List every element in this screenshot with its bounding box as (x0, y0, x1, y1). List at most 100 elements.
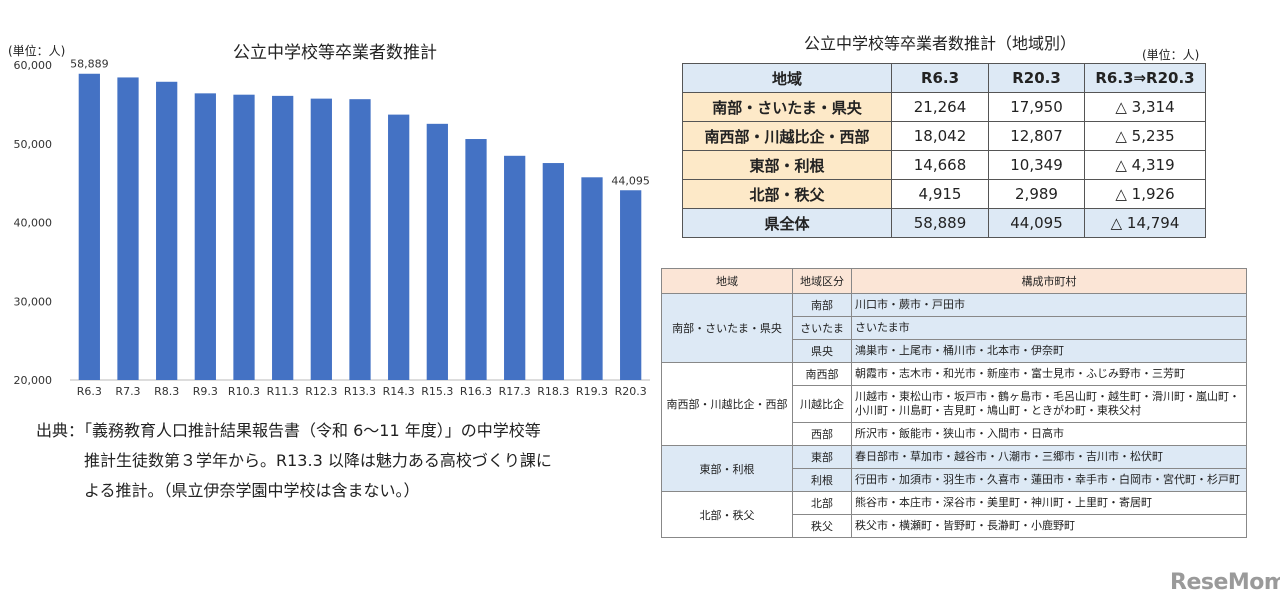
summary-header-r20: R20.3 (988, 63, 1085, 93)
bar (504, 155, 526, 380)
x-tick-label: R19.3 (576, 385, 608, 398)
bar (310, 98, 332, 380)
muni-area: 南部・さいたま・県央 (661, 293, 793, 363)
x-tick-label: R15.3 (421, 385, 453, 398)
summary-change: △ 5,235 (1084, 121, 1206, 151)
chart-title: 公立中学校等卒業者数推計 (233, 43, 437, 63)
muni-area: 南西部・川越比企・西部 (661, 362, 793, 446)
muni-header-sub: 地域区分 (792, 268, 852, 294)
muni-sub: 東部 (792, 445, 852, 469)
muni-row: 秩父 秩父市・横瀬町・皆野町・長瀞町・小鹿野町 (662, 514, 1247, 538)
resemom-logo: ReseMom (1170, 570, 1280, 595)
summary-table: 地域 R6.3 R20.3 R6.3⇒R20.3 南部・さいたま・県央 21,2… (682, 63, 1206, 238)
source-note-line-2: 推計生徒数第３学年から。R13.3 以降は魅力ある高校づくり課に (84, 451, 552, 470)
muni-sub: 川越比企 (792, 385, 852, 423)
muni-row: さいたま さいたま市 (662, 316, 1247, 340)
muni-cities: 朝霞市・志木市・和光市・新座市・富士見市・ふじみ野市・三芳町 (851, 362, 1247, 386)
x-tick-label: R10.3 (228, 385, 260, 398)
muni-cities: さいたま市 (851, 316, 1247, 340)
x-tick-label: R8.3 (154, 385, 179, 398)
summary-r20: 17,950 (988, 92, 1085, 122)
muni-sub: 秩父 (792, 514, 852, 538)
x-tick-label: R18.3 (537, 385, 569, 398)
muni-area: 北部・秩父 (661, 491, 793, 538)
bar (156, 81, 178, 381)
summary-row: 北部・秩父 4,915 2,989 △ 1,926 (682, 179, 1206, 209)
muni-row: 東部・利根 東部 春日部市・草加市・越谷市・八潮市・三郷市・吉川市・松伏町 (661, 445, 1247, 492)
muni-sub: 南部 (792, 293, 852, 317)
bar (426, 123, 448, 381)
x-tick-label: R14.3 (383, 385, 415, 398)
muni-cities: 所沢市・飯能市・狭山市・入間市・日高市 (851, 422, 1247, 446)
muni-header-cities: 構成市町村 (851, 268, 1247, 294)
x-tick-label: R17.3 (499, 385, 531, 398)
summary-r6: 58,889 (891, 208, 989, 238)
source-note: 出典：「義務教育人口推計結果報告書（令和 6〜11 年度）」の中学校等 推計生徒… (36, 416, 626, 506)
summary-r20: 2,989 (988, 179, 1085, 209)
bar (542, 163, 564, 380)
summary-region: 北部・秩父 (682, 179, 892, 209)
x-tick-label: R16.3 (460, 385, 492, 398)
bar (620, 190, 642, 380)
x-tick-label: R13.3 (344, 385, 376, 398)
bar (194, 93, 216, 380)
y-tick-label: 60,000 (14, 59, 53, 72)
summary-r6: 21,264 (891, 92, 989, 122)
summary-row: 南部・さいたま・県央 21,264 17,950 △ 3,314 (682, 92, 1206, 122)
muni-cities: 秩父市・横瀬町・皆野町・長瀞町・小鹿野町 (851, 514, 1247, 538)
x-tick-label: R6.3 (77, 385, 102, 398)
y-tick-label: 50,000 (14, 138, 53, 151)
summary-r6: 14,668 (891, 150, 989, 180)
muni-cities: 行田市・加須市・羽生市・久喜市・蓮田市・幸手市・白岡市・宮代町・杉戸町 (851, 468, 1247, 492)
summary-row: 東部・利根 14,668 10,349 △ 4,319 (682, 150, 1206, 180)
source-note-line-3: よる推計。（県立伊奈学園中学校は含まない。） (84, 481, 420, 500)
summary-region: 南西部・川越比企・西部 (682, 121, 892, 151)
y-tick-label: 30,000 (14, 295, 53, 308)
muni-cities: 鴻巣市・上尾市・桶川市・北本市・伊奈町 (851, 339, 1247, 363)
summary-row: 南西部・川越比企・西部 18,042 12,807 △ 5,235 (682, 121, 1206, 151)
muni-sub: 西部 (792, 422, 852, 446)
summary-header-r6: R6.3 (891, 63, 989, 93)
y-tick-label: 40,000 (14, 217, 53, 230)
summary-change: △ 1,926 (1084, 179, 1206, 209)
muni-cities: 川越市・東松山市・坂戸市・鶴ヶ島市・毛呂山町・越生町・滑川町・嵐山町・小川町・川… (851, 385, 1247, 423)
summary-r20: 12,807 (988, 121, 1085, 151)
muni-cities: 春日部市・草加市・越谷市・八潮市・三郷市・吉川市・松伏町 (851, 445, 1247, 469)
summary-region: 県全体 (682, 208, 892, 238)
bar (349, 99, 371, 381)
summary-header-row: 地域 R6.3 R20.3 R6.3⇒R20.3 (682, 63, 1206, 93)
muni-sub: 県央 (792, 339, 852, 363)
summary-region: 東部・利根 (682, 150, 892, 180)
municipality-table: 地域 地域区分 構成市町村 南部・さいたま・県央 南部 川口市・蕨市・戸田市 さ… (661, 268, 1247, 538)
summary-change: △ 14,794 (1084, 208, 1206, 238)
muni-row: 北部・秩父 北部 熊谷市・本庄市・深谷市・美里町・神川町・上里町・寄居町 (661, 491, 1247, 538)
muni-header-row: 地域 地域区分 構成市町村 (661, 268, 1247, 294)
summary-header-region: 地域 (682, 63, 892, 93)
bar (388, 114, 410, 381)
muni-row: 利根 行田市・加須市・羽生市・久喜市・蓮田市・幸手市・白岡市・宮代町・杉戸町 (662, 468, 1247, 492)
bar-chart: 20,000 30,000 40,000 50,000 60,000 R6.3 R7.3 R8… (14, 58, 650, 398)
summary-unit-label: (単位：人) (1142, 48, 1200, 62)
summary-change: △ 4,319 (1084, 150, 1206, 180)
x-tick-label: R11.3 (267, 385, 299, 398)
muni-cities: 熊谷市・本庄市・深谷市・美里町・神川町・上里町・寄居町 (851, 491, 1247, 515)
summary-r6: 18,042 (891, 121, 989, 151)
muni-sub: さいたま (792, 316, 852, 340)
y-tick-label: 20,000 (14, 374, 53, 387)
summary-r20: 44,095 (988, 208, 1085, 238)
summary-r6: 4,915 (891, 179, 989, 209)
summary-total-row: 県全体 58,889 44,095 △ 14,794 (682, 208, 1206, 238)
x-tick-label: R9.3 (193, 385, 218, 398)
bar (465, 139, 487, 380)
summary-header-change: R6.3⇒R20.3 (1084, 63, 1206, 93)
data-label: 44,095 (611, 174, 650, 187)
bar (117, 77, 139, 380)
chart-unit-label: (単位：人) (8, 44, 66, 58)
muni-sub: 北部 (792, 491, 852, 515)
muni-row: 県央 鴻巣市・上尾市・桶川市・北本市・伊奈町 (662, 339, 1247, 363)
x-tick-label: R7.3 (115, 385, 140, 398)
muni-cities: 川口市・蕨市・戸田市 (851, 293, 1247, 317)
bar (233, 94, 255, 380)
summary-table-title: 公立中学校等卒業者数推計（地域別） (803, 34, 1076, 53)
muni-area: 東部・利根 (661, 445, 793, 492)
